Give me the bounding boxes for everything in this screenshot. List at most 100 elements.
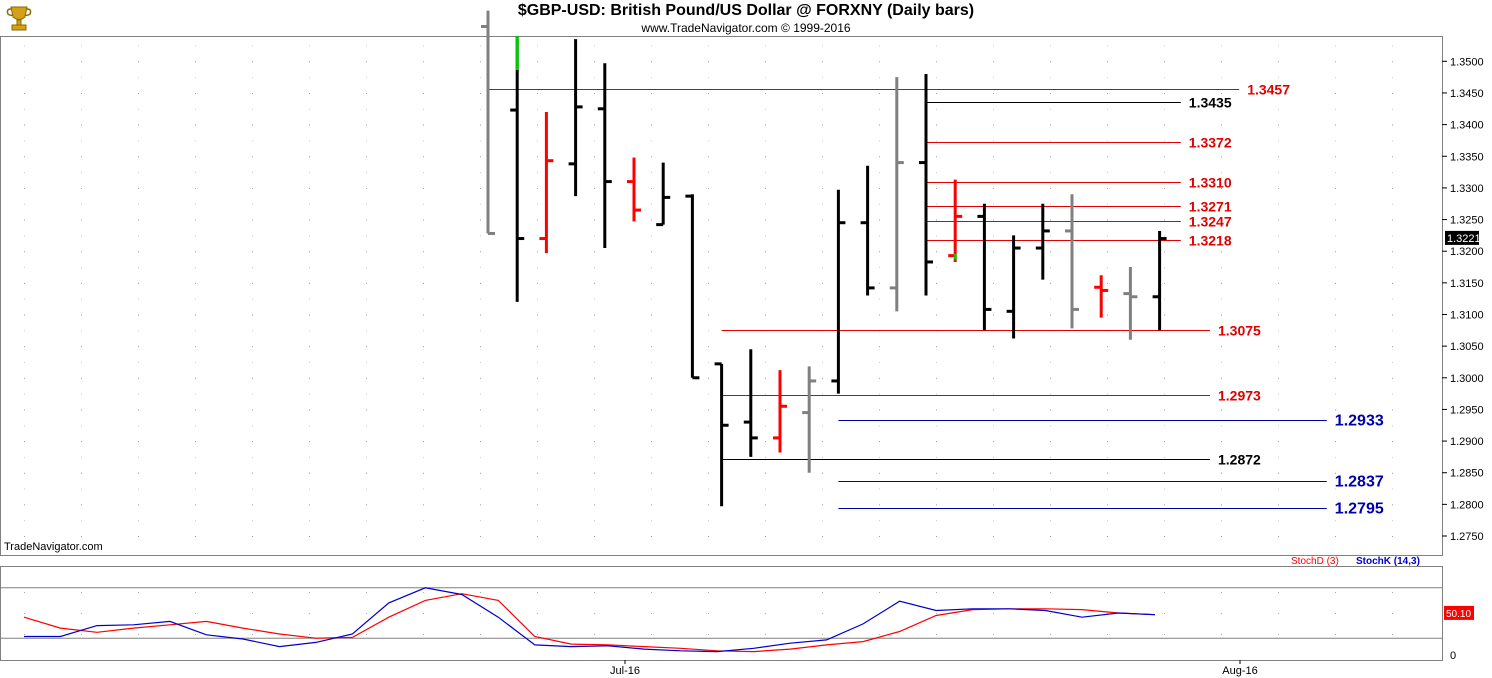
grid-dot xyxy=(1392,456,1393,458)
grid-dot xyxy=(822,592,823,593)
grid-dot xyxy=(765,219,766,221)
grid-dot xyxy=(1107,124,1108,126)
grid-dot xyxy=(366,361,367,363)
grid-dot xyxy=(1392,61,1393,63)
grid-dot xyxy=(1392,45,1393,47)
grid-dot xyxy=(309,592,310,593)
grid-dot xyxy=(252,504,253,506)
grid-dot xyxy=(708,488,709,490)
grid-dot xyxy=(993,219,994,221)
y-tick-label: 1.3100 xyxy=(1450,309,1484,321)
grid-dot xyxy=(1164,377,1165,379)
grid-dot xyxy=(765,504,766,506)
grid-dot xyxy=(24,108,25,110)
grid-dot xyxy=(537,251,538,253)
grid-dot xyxy=(1278,108,1279,110)
grid-dot xyxy=(423,251,424,253)
grid-dot xyxy=(480,441,481,443)
grid-dot xyxy=(252,361,253,363)
grid-dot xyxy=(81,267,82,269)
grid-dot xyxy=(594,330,595,332)
grid-dot xyxy=(480,61,481,63)
grid-dot xyxy=(708,361,709,363)
grid-dot xyxy=(1221,235,1222,237)
grid-dot xyxy=(993,156,994,158)
level-label: 1.3075 xyxy=(1218,323,1261,339)
grid-dot xyxy=(1278,77,1279,79)
grid-dot xyxy=(1107,108,1108,110)
grid-dot xyxy=(480,346,481,348)
grid-dot xyxy=(138,314,139,316)
grid-dot xyxy=(1221,77,1222,79)
grid-dot xyxy=(1107,536,1108,538)
grid-dot xyxy=(537,92,538,94)
y-tick-label: 1.3350 xyxy=(1450,151,1484,163)
grid-dot xyxy=(765,536,766,538)
grid-dot xyxy=(594,45,595,47)
grid-dot xyxy=(651,235,652,237)
grid-dot xyxy=(879,219,880,221)
grid-dot xyxy=(138,330,139,332)
grid-dot xyxy=(1392,441,1393,443)
grid-dot xyxy=(537,108,538,110)
grid-dot xyxy=(138,140,139,142)
grid-dot xyxy=(195,45,196,47)
grid-dot xyxy=(423,634,424,635)
grid-dot xyxy=(195,187,196,189)
grid-dot xyxy=(765,251,766,253)
grid-dot xyxy=(252,298,253,300)
grid-dot xyxy=(309,124,310,126)
grid-dot xyxy=(708,456,709,458)
grid-dot xyxy=(1164,504,1165,506)
grid-dot xyxy=(708,235,709,237)
grid-dot xyxy=(366,92,367,94)
grid-dot xyxy=(1278,203,1279,205)
grid-dot xyxy=(1221,592,1222,593)
grid-dot xyxy=(936,456,937,458)
grid-dot xyxy=(1107,140,1108,142)
grid-dot xyxy=(309,140,310,142)
grid-dot xyxy=(1278,61,1279,63)
grid-dot xyxy=(1392,377,1393,379)
grid-dot xyxy=(594,377,595,379)
grid-dot xyxy=(1107,634,1108,635)
grid-dot xyxy=(594,314,595,316)
grid-dot xyxy=(537,504,538,506)
grid-dot xyxy=(423,92,424,94)
grid-dot xyxy=(24,61,25,63)
grid-dot xyxy=(708,77,709,79)
grid-dot xyxy=(708,108,709,110)
grid-dot xyxy=(366,520,367,522)
grid-dot xyxy=(24,282,25,284)
grid-dot xyxy=(1050,156,1051,158)
grid-dot xyxy=(1392,536,1393,538)
grid-dot xyxy=(765,361,766,363)
grid-dot xyxy=(594,425,595,427)
grid-dot xyxy=(24,172,25,174)
grid-dot xyxy=(1107,267,1108,269)
grid-dot xyxy=(537,346,538,348)
grid-dot xyxy=(1221,488,1222,490)
grid-dot xyxy=(936,251,937,253)
y-tick-label: 1.3150 xyxy=(1450,278,1484,290)
grid-dot xyxy=(1335,108,1336,110)
grid-dot xyxy=(1221,282,1222,284)
grid-dot xyxy=(936,377,937,379)
grid-dot xyxy=(879,441,880,443)
grid-dot xyxy=(423,235,424,237)
y-tick-label: 1.2850 xyxy=(1450,468,1484,480)
grid-dot xyxy=(1335,61,1336,63)
grid-dot xyxy=(1050,108,1051,110)
grid-dot xyxy=(1392,314,1393,316)
grid-dot xyxy=(480,124,481,126)
grid-dot xyxy=(822,108,823,110)
grid-dot xyxy=(366,282,367,284)
grid-dot xyxy=(1050,361,1051,363)
grid-dot xyxy=(1050,504,1051,506)
grid-dot xyxy=(1164,267,1165,269)
grid-dot xyxy=(1278,298,1279,300)
grid-dot xyxy=(1335,613,1336,614)
grid-dot xyxy=(936,203,937,205)
grid-dot xyxy=(252,108,253,110)
